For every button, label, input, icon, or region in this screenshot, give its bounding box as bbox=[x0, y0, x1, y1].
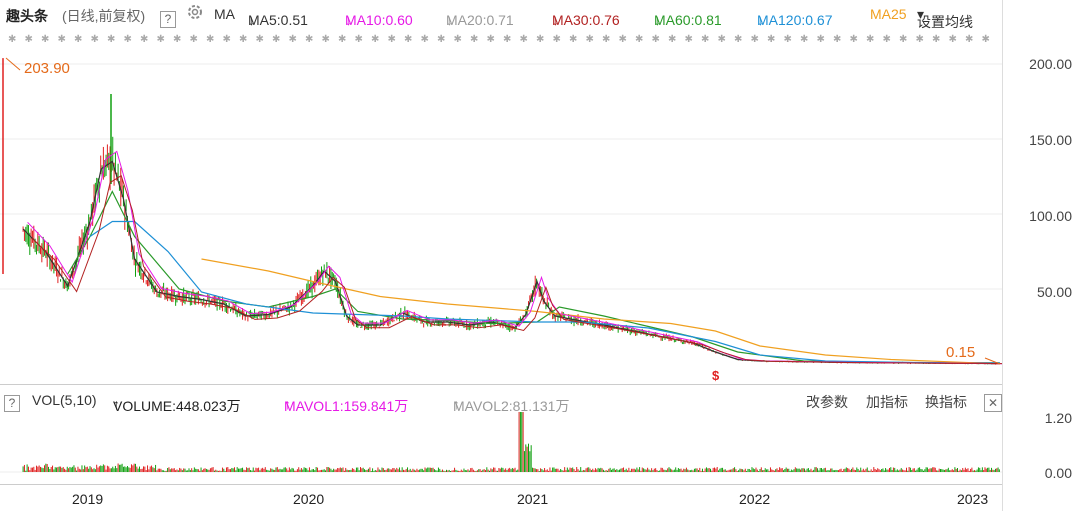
switch-indicator-button[interactable]: 换指标 bbox=[925, 394, 967, 410]
event-star-icon[interactable]: ✱ bbox=[866, 34, 874, 45]
event-star-icon[interactable]: ✱ bbox=[833, 34, 841, 45]
chart-mode: (日线,前复权) bbox=[62, 8, 146, 24]
event-star-icon[interactable]: ✱ bbox=[305, 34, 313, 45]
event-star-icon[interactable]: ✱ bbox=[256, 34, 264, 45]
ma-indicator[interactable]: MA bbox=[214, 6, 235, 22]
event-star-icon[interactable]: ✱ bbox=[58, 34, 66, 45]
event-star-icon[interactable]: ✱ bbox=[107, 34, 115, 45]
event-star-icon[interactable]: ✱ bbox=[586, 34, 594, 45]
event-star-icon[interactable]: ✱ bbox=[850, 34, 858, 45]
event-star-icon[interactable]: ✱ bbox=[899, 34, 907, 45]
event-star-icon[interactable]: ✱ bbox=[421, 34, 429, 45]
event-star-icon[interactable]: ✱ bbox=[619, 34, 627, 45]
low-arrow bbox=[984, 357, 1001, 365]
event-star-icon[interactable]: ✱ bbox=[685, 34, 693, 45]
event-star-icon[interactable]: ✱ bbox=[371, 34, 379, 45]
event-star-icon[interactable]: ✱ bbox=[223, 34, 231, 45]
price-tick-200: 200.00 bbox=[1029, 56, 1072, 72]
event-star-icon[interactable]: ✱ bbox=[602, 34, 610, 45]
event-star-icon[interactable]: ✱ bbox=[124, 34, 132, 45]
event-star-icon[interactable]: ✱ bbox=[91, 34, 99, 45]
ma-line-ma5 bbox=[22, 160, 1000, 365]
event-star-icon[interactable]: ✱ bbox=[503, 34, 511, 45]
event-star-icon[interactable]: ✱ bbox=[25, 34, 33, 45]
ma-line-ma120 bbox=[89, 220, 1000, 364]
gear-icon[interactable] bbox=[186, 3, 204, 24]
high-price-label: 203.90 bbox=[24, 60, 70, 77]
event-star-icon[interactable]: ✱ bbox=[206, 34, 214, 45]
event-star-icon[interactable]: ✱ bbox=[553, 34, 561, 45]
event-star-icon[interactable]: ✱ bbox=[932, 34, 940, 45]
event-star-icon[interactable]: ✱ bbox=[767, 34, 775, 45]
axis-divider bbox=[1002, 0, 1003, 511]
add-indicator-button[interactable]: 加指标 bbox=[866, 394, 908, 410]
event-star-icon[interactable]: ✱ bbox=[239, 34, 247, 45]
high-arrow bbox=[5, 57, 21, 71]
event-star-icon[interactable]: ✱ bbox=[41, 34, 49, 45]
indicator-header: 趣头条 (日线,前复权) ? MA MA5:0.51 ↓ MA10:0.60 ↓ M… bbox=[0, 0, 1080, 30]
event-star-icon[interactable]: ✱ bbox=[74, 34, 82, 45]
x-tick-2019: 2019 bbox=[72, 491, 104, 507]
event-star-icon[interactable]: ✱ bbox=[916, 34, 924, 45]
event-star-icon[interactable]: ✱ bbox=[157, 34, 165, 45]
event-star-icon[interactable]: ✱ bbox=[668, 34, 676, 45]
ma-settings-button[interactable]: 设置均线 ▾ bbox=[917, 6, 973, 30]
event-star-icon[interactable]: ✱ bbox=[784, 34, 792, 45]
x-tick-2023: 2023 bbox=[957, 491, 989, 507]
low-price-label: 0.15 bbox=[946, 344, 976, 361]
event-marker[interactable]: $ bbox=[712, 368, 720, 383]
x-tick-2022: 2022 bbox=[739, 491, 771, 507]
event-star-icon[interactable]: ✱ bbox=[470, 34, 478, 45]
volume-header: ? VOL(5,10) VOLUME:448.023万 ↑ MAVOL1:159.… bbox=[0, 388, 1002, 414]
ma-line-ma250 bbox=[201, 258, 1000, 365]
event-star-icon[interactable]: ✱ bbox=[388, 34, 396, 45]
event-star-icon[interactable]: ✱ bbox=[437, 34, 445, 45]
xaxis-line bbox=[0, 484, 1002, 485]
event-star-icon[interactable]: ✱ bbox=[487, 34, 495, 45]
stock-name: 趣头条 bbox=[6, 8, 48, 24]
event-star-icon[interactable]: ✱ bbox=[520, 34, 528, 45]
event-star-icon[interactable]: ✱ bbox=[190, 34, 198, 45]
price-tick-150: 150.00 bbox=[1029, 132, 1072, 148]
event-star-icon[interactable]: ✱ bbox=[8, 34, 16, 45]
event-star-icon[interactable]: ✱ bbox=[734, 34, 742, 45]
volume-tick-max: 1.20 bbox=[1044, 410, 1072, 426]
x-tick-2020: 2020 bbox=[293, 491, 325, 507]
ma-line-overlay bbox=[31, 174, 1002, 365]
event-star-icon[interactable]: ✱ bbox=[635, 34, 643, 45]
ma-line-ma60 bbox=[67, 190, 1000, 364]
event-star-icon[interactable]: ✱ bbox=[701, 34, 709, 45]
event-star-icon[interactable]: ✱ bbox=[652, 34, 660, 45]
event-star-icon[interactable]: ✱ bbox=[404, 34, 412, 45]
event-star-icon[interactable]: ✱ bbox=[949, 34, 957, 45]
event-star-icon[interactable]: ✱ bbox=[272, 34, 280, 45]
price-tick-50: 50.00 bbox=[1036, 284, 1072, 300]
volume-tick-zero: 0.00 bbox=[1044, 465, 1072, 481]
price-tick-100: 100.00 bbox=[1029, 208, 1072, 224]
panel-separator bbox=[0, 384, 1002, 385]
event-star-icon[interactable]: ✱ bbox=[454, 34, 462, 45]
ma-line-overlay bbox=[27, 150, 1002, 365]
event-star-icon[interactable]: ✱ bbox=[355, 34, 363, 45]
event-star-icon[interactable]: ✱ bbox=[338, 34, 346, 45]
ma250-value: MA25 bbox=[870, 6, 907, 22]
price-chart[interactable]: ✱ ✱ ✱ ✱ ✱ ✱ ✱ ✱ ✱ ✱ ✱ ✱ ✱ ✱ ✱ ✱ ✱ ✱ ✱ ✱ ✱ ✱ ✱ ✱ ✱ ✱ ✱ ✱ ✱ ✱ ✱ ✱ ✱ ✱ ✱ ✱ ✱ ✱ ✱ ✱… bbox=[0, 28, 1002, 380]
event-star-icon[interactable]: ✱ bbox=[965, 34, 973, 45]
volume-chart[interactable] bbox=[0, 410, 1002, 482]
event-star-icon[interactable]: ✱ bbox=[173, 34, 181, 45]
event-star-icon[interactable]: ✱ bbox=[817, 34, 825, 45]
event-star-icon[interactable]: ✱ bbox=[883, 34, 891, 45]
volume-indicator-title[interactable]: VOL(5,10) bbox=[32, 392, 97, 408]
event-star-icon[interactable]: ✱ bbox=[751, 34, 759, 45]
event-star-icon[interactable]: ✱ bbox=[569, 34, 577, 45]
event-star-icon[interactable]: ✱ bbox=[982, 34, 990, 45]
event-star-icon[interactable]: ✱ bbox=[800, 34, 808, 45]
modify-params-button[interactable]: 改参数 bbox=[806, 394, 848, 410]
event-star-icon[interactable]: ✱ bbox=[536, 34, 544, 45]
event-star-icon[interactable]: ✱ bbox=[322, 34, 330, 45]
event-star-icon[interactable]: ✱ bbox=[140, 34, 148, 45]
event-star-icon[interactable]: ✱ bbox=[718, 34, 726, 45]
x-tick-2021: 2021 bbox=[517, 491, 549, 507]
event-star-icon[interactable]: ✱ bbox=[289, 34, 297, 45]
